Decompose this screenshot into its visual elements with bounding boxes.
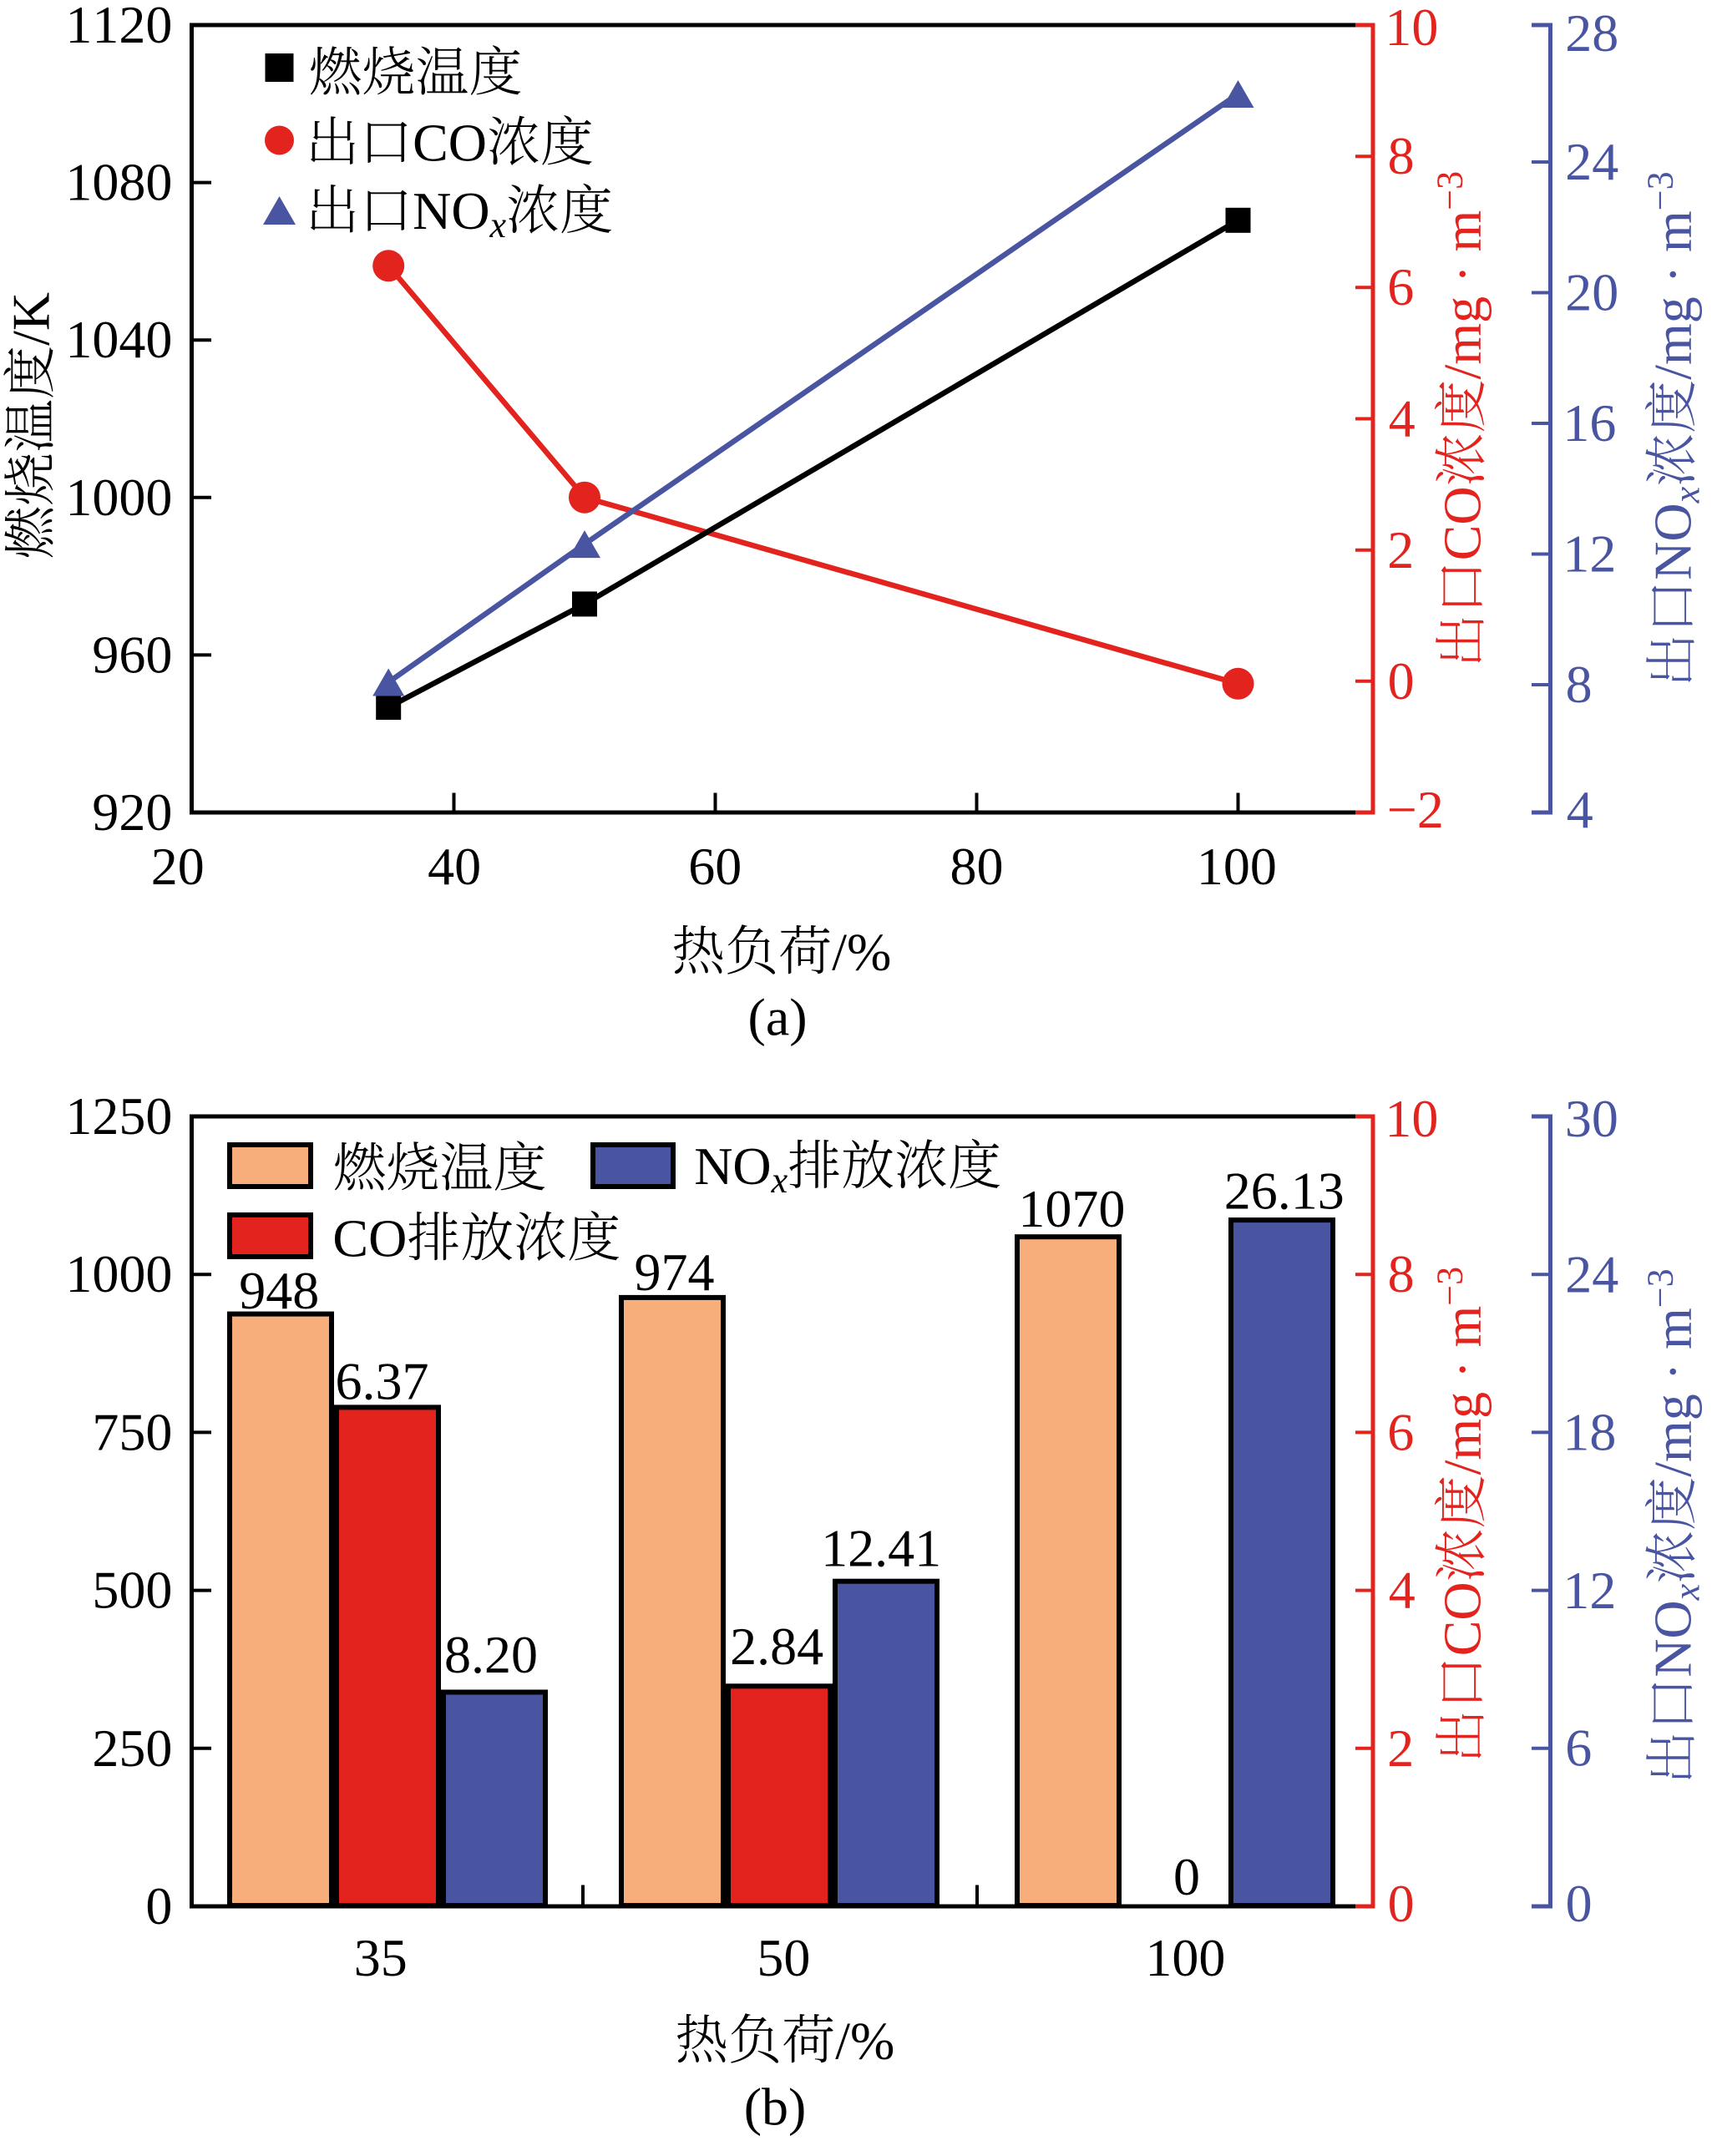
svg-text:0: 0: [145, 1876, 172, 1936]
svg-text:40: 40: [428, 837, 481, 896]
svg-text:24: 24: [1565, 132, 1618, 191]
svg-text:4: 4: [1389, 389, 1416, 448]
svg-text:1000: 1000: [65, 1244, 172, 1303]
svg-text:16: 16: [1562, 393, 1616, 453]
svg-text:250: 250: [92, 1718, 172, 1778]
svg-text:/mg: /mg: [1432, 1392, 1492, 1475]
svg-text:948: 948: [239, 1261, 319, 1320]
svg-text:(b): (b): [744, 2077, 807, 2136]
svg-text:50: 50: [757, 1928, 810, 1987]
svg-text:20: 20: [151, 837, 205, 896]
svg-text:0: 0: [1388, 1874, 1415, 1933]
svg-text:−3: −3: [1429, 1267, 1470, 1306]
svg-text:2: 2: [1387, 1718, 1414, 1778]
svg-text:1120: 1120: [65, 0, 172, 54]
svg-text:·: ·: [1643, 266, 1702, 283]
svg-text:−2: −2: [1387, 780, 1444, 839]
svg-text:500: 500: [92, 1561, 172, 1620]
svg-text:0: 0: [1173, 1847, 1200, 1906]
svg-text:8.20: 8.20: [444, 1625, 538, 1684]
svg-text:1250: 1250: [65, 1086, 172, 1146]
svg-text:100: 100: [1197, 837, 1277, 896]
svg-text:80: 80: [950, 837, 1004, 896]
svg-text:/K: /K: [2, 292, 61, 346]
svg-text:0: 0: [1566, 1874, 1593, 1933]
svg-text:2.84: 2.84: [730, 1617, 823, 1676]
svg-text:60: 60: [688, 837, 742, 896]
svg-text:−3: −3: [1639, 1268, 1680, 1308]
svg-text:8: 8: [1388, 126, 1415, 185]
svg-text:CO: CO: [1432, 1582, 1492, 1656]
svg-text:10: 10: [1385, 1089, 1438, 1148]
svg-text:(a): (a): [748, 987, 808, 1046]
svg-text:CO: CO: [1432, 486, 1492, 560]
svg-text:12: 12: [1562, 1561, 1616, 1620]
svg-text:·: ·: [1432, 265, 1492, 282]
svg-text:x: x: [1666, 1583, 1707, 1601]
svg-text:30: 30: [1565, 1089, 1618, 1148]
svg-text:m: m: [1643, 210, 1702, 252]
svg-text:974: 974: [635, 1242, 715, 1302]
svg-text:−3: −3: [1429, 171, 1470, 210]
svg-text:960: 960: [92, 625, 172, 684]
svg-text:x: x: [1666, 486, 1707, 504]
svg-text:18: 18: [1562, 1402, 1616, 1461]
svg-text:920: 920: [92, 782, 172, 842]
svg-text:·: ·: [1432, 1360, 1492, 1378]
svg-text:12.41: 12.41: [821, 1519, 941, 1578]
svg-text:24: 24: [1565, 1244, 1618, 1303]
svg-text:20: 20: [1565, 263, 1618, 322]
svg-text:m: m: [1432, 1306, 1492, 1348]
svg-text:CO: CO: [413, 114, 487, 173]
svg-text:28: 28: [1565, 3, 1618, 63]
svg-text:6: 6: [1387, 257, 1414, 316]
svg-text:·: ·: [1643, 1363, 1702, 1380]
svg-text:8: 8: [1566, 655, 1593, 714]
svg-text:x: x: [489, 205, 507, 245]
svg-text:/mg: /mg: [1643, 296, 1702, 380]
svg-text:8: 8: [1388, 1244, 1415, 1303]
svg-text:NO: NO: [1643, 503, 1702, 579]
svg-text:m: m: [1643, 1308, 1702, 1349]
svg-text:/mg: /mg: [1643, 1394, 1702, 1477]
svg-text:NO: NO: [413, 181, 489, 240]
svg-text:4: 4: [1567, 780, 1593, 839]
svg-text:26.13: 26.13: [1224, 1162, 1345, 1221]
svg-text:1080: 1080: [65, 153, 172, 212]
svg-text:NO: NO: [694, 1136, 771, 1196]
svg-text:CO: CO: [332, 1209, 407, 1268]
svg-text:/%: /%: [832, 922, 891, 981]
svg-text:0: 0: [1388, 651, 1415, 711]
svg-text:−3: −3: [1639, 171, 1680, 210]
svg-text:1000: 1000: [65, 468, 172, 527]
svg-text:NO: NO: [1643, 1600, 1702, 1677]
svg-text:m: m: [1432, 210, 1492, 252]
svg-text:6: 6: [1387, 1402, 1414, 1461]
svg-text:35: 35: [354, 1928, 408, 1987]
svg-text:/%: /%: [835, 2011, 894, 2070]
svg-text:6: 6: [1565, 1718, 1592, 1778]
svg-text:1070: 1070: [1018, 1179, 1125, 1238]
svg-text:1040: 1040: [65, 310, 172, 369]
svg-text:2: 2: [1387, 520, 1414, 579]
svg-text:6.37: 6.37: [336, 1352, 429, 1411]
svg-text:x: x: [771, 1160, 788, 1201]
svg-text:12: 12: [1562, 524, 1616, 584]
svg-text:100: 100: [1145, 1928, 1225, 1987]
svg-text:4: 4: [1389, 1561, 1416, 1620]
svg-text:10: 10: [1385, 0, 1438, 57]
svg-text:/mg: /mg: [1432, 296, 1492, 380]
svg-text:750: 750: [92, 1402, 172, 1461]
